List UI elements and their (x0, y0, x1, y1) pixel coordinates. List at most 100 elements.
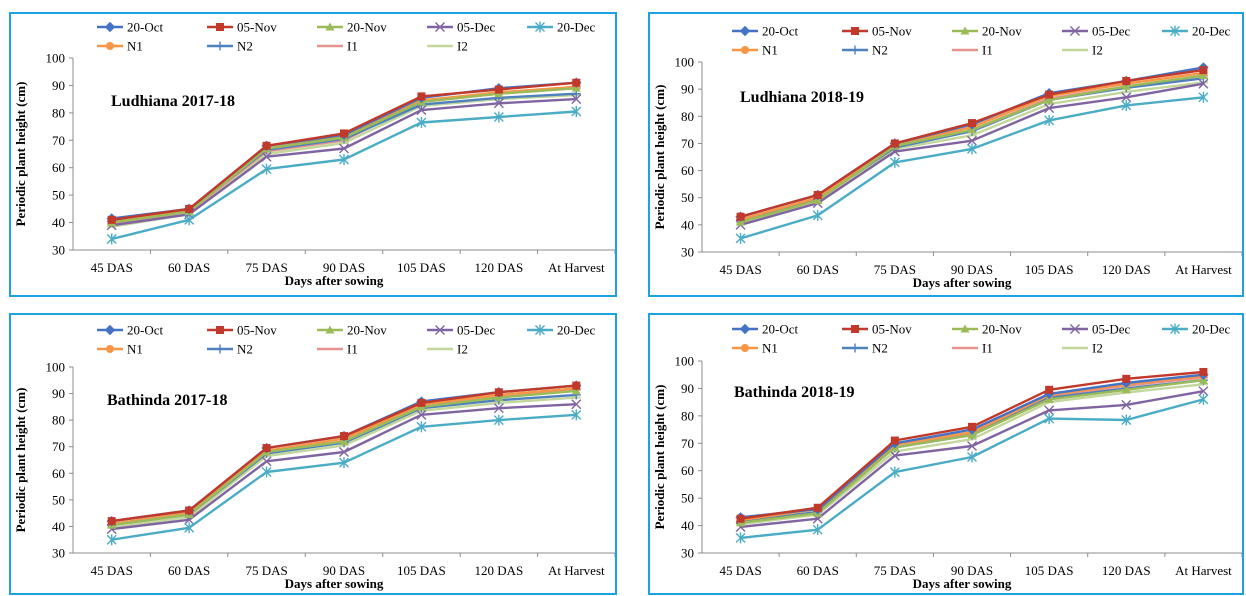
chart-3-x-tick-label-45-das: 45 DAS (719, 563, 761, 578)
chart-1-legend-label-i2: I2 (1092, 43, 1103, 58)
chart-3-legend-label-20-nov: 20-Nov (982, 322, 1022, 337)
chart-3-series-line-n2 (740, 379, 1204, 523)
chart-0-legend-marker-20-dec (535, 21, 545, 33)
chart-2-x-tick-label-45-das: 45 DAS (91, 563, 133, 578)
chart-2-y-tick-label-90: 90 (52, 386, 65, 401)
chart-2-y-tick-label-50: 50 (52, 492, 65, 507)
chart-0-point-20-dec-7 (571, 105, 582, 117)
chart-3-point-20-dec-3 (889, 466, 900, 478)
chart-0-point-05-nov-5 (417, 92, 426, 101)
chart-1-point-05-nov-6 (1122, 77, 1131, 85)
chart-3-point-05-dec-4 (967, 441, 977, 452)
chart-1-point-20-dec-6 (1121, 99, 1132, 111)
chart-3-y-tick-label-80: 80 (681, 408, 694, 423)
chart-1-point-05-dec-4 (967, 135, 977, 146)
chart-1-point-05-nov-1 (736, 212, 745, 221)
chart-1-legend-label-20-nov: 20-Nov (982, 24, 1022, 39)
chart-0-legend-label-20-oct: 20-Oct (127, 20, 163, 35)
chart-2-y-tick-label-30: 30 (52, 546, 65, 561)
chart-0-series-20-dec (106, 105, 582, 245)
chart-3-legend-item-n2: N2 (842, 341, 888, 356)
chart-3-legend-label-05-nov: 05-Nov (872, 322, 912, 337)
chart-2-point-05-dec-6 (493, 403, 504, 414)
chart-0-legend-marker-n1 (106, 42, 114, 50)
chart-3-point-05-nov-2 (813, 503, 822, 512)
chart-2-legend-marker-05-nov (216, 326, 224, 334)
chart-0-x-tick-label-105-das: 105 DAS (397, 260, 446, 275)
chart-0-legend: 20-Oct 05-Nov 20-Nov 05-Dec 20-Dec N1 N2 I1 I2 (97, 20, 595, 54)
chart-3-legend-item-20-oct: 20-Oct (732, 322, 798, 337)
chart-2-title: Bathinda 2017-18 (107, 392, 227, 409)
chart-1-legend-item-05-nov: 05-Nov (842, 24, 912, 39)
chart-3-series-05-dec (735, 386, 1209, 532)
chart-2-legend-label-i2: I2 (457, 342, 468, 357)
chart-3-legend-marker-20-nov (960, 324, 970, 333)
chart-1-legend-item-i1: I1 (952, 43, 993, 58)
chart-2-legend-label-i1: I1 (347, 342, 358, 357)
chart-1-point-20-dec-1 (735, 232, 746, 244)
chart-2-x-tick-label-60-das: 60 DAS (168, 563, 210, 578)
chart-1-legend-label-20-oct: 20-Oct (762, 24, 798, 39)
chart-2-legend-item-i2: I2 (427, 342, 468, 357)
chart-2-x-tick-label-75-das: 75 DAS (245, 563, 287, 578)
chart-0-title: Ludhiana 2017-18 (111, 93, 235, 110)
chart-2-legend-marker-n2 (215, 344, 225, 354)
chart-2-point-05-nov-5 (417, 398, 426, 407)
chart-2-point-20-dec-6 (493, 414, 504, 426)
chart-3-x-tick-label-60-das: 60 DAS (797, 563, 839, 578)
chart-3-legend-label-20-oct: 20-Oct (762, 322, 798, 337)
chart-1-legend-item-i2: I2 (1062, 43, 1103, 58)
chart-3-point-20-dec-7 (1198, 393, 1209, 405)
chart-3-legend-item-i1: I1 (952, 341, 993, 356)
chart-2-point-20-dec-5 (416, 421, 427, 433)
chart-0-point-20-dec-3 (261, 163, 272, 175)
chart-1-legend-label-n1: N1 (762, 43, 778, 58)
chart-3-legend-marker-05-dec (1070, 324, 1080, 334)
chart-1-point-05-nov-4 (968, 119, 976, 128)
chart-1-point-20-nov-7 (1198, 71, 1208, 80)
chart-2-legend-marker-05-dec (435, 325, 445, 335)
chart-panel-bathinda-2017-18: 20-Oct 05-Nov 20-Nov 05-Dec 20-Dec N1 N2 I1 I2 30… (9, 313, 617, 595)
chart-3-legend-label-n1: N1 (762, 341, 778, 356)
chart-0-x-tick-label-75-das: 75 DAS (245, 260, 287, 275)
chart-0-legend-marker-05-dec (435, 22, 445, 32)
chart-0-point-05-nov-1 (107, 215, 116, 224)
chart-3-point-20-dec-1 (735, 532, 746, 544)
chart-0-point-05-nov-2 (185, 204, 194, 213)
chart-0-y-axis-title: Periodic plant height (cm) (13, 82, 28, 227)
chart-1-x-tick-label-60-das: 60 DAS (797, 262, 839, 277)
chart-2-legend-label-n1: N1 (127, 342, 143, 357)
chart-2-point-05-nov-2 (185, 506, 194, 515)
chart-1-x-tick-label-120-das: 120 DAS (1102, 262, 1151, 277)
chart-2-point-05-nov-6 (494, 388, 503, 397)
chart-2-point-05-nov-1 (107, 517, 116, 526)
chart-1-legend-marker-05-nov (851, 27, 859, 35)
chart-1-y-tick-label-70: 70 (681, 136, 694, 151)
chart-0-x-tick-label-45-das: 45 DAS (91, 260, 133, 275)
chart-2-legend-marker-n1 (106, 345, 114, 353)
chart-0-legend-label-i1: I1 (347, 39, 358, 54)
chart-3-point-05-nov-4 (968, 422, 976, 431)
chart-0-legend-label-n2: N2 (237, 39, 253, 54)
chart-2-series-20-dec (106, 409, 582, 546)
chart-1-legend-label-05-nov: 05-Nov (872, 24, 912, 39)
chart-1-legend-marker-05-dec (1070, 26, 1080, 36)
chart-3-x-tick-label-120-das: 120 DAS (1102, 563, 1151, 578)
chart-1-legend-marker-n2 (850, 45, 860, 55)
chart-0-legend-item-n2: N2 (207, 39, 253, 54)
chart-0-point-05-dec-5 (416, 105, 427, 116)
chart-3-legend-label-i1: I1 (982, 341, 993, 356)
chart-ludhiana-2017-18: 20-Oct 05-Nov 20-Nov 05-Dec 20-Dec N1 N2 I1 I2 30… (13, 20, 615, 288)
chart-0-legend-marker-20-nov (325, 22, 335, 31)
chart-1-x-tick-label-45-das: 45 DAS (719, 262, 761, 277)
chart-2-legend-label-n2: N2 (237, 342, 253, 357)
chart-3-x-tick-label-105-das: 105 DAS (1025, 563, 1074, 578)
chart-2-legend-label-05-nov: 05-Nov (237, 323, 277, 338)
chart-3-legend-item-n1: N1 (732, 341, 778, 356)
chart-0-x-tick-label-60-das: 60 DAS (168, 260, 210, 275)
chart-0-point-05-nov-7 (572, 78, 581, 87)
chart-2-point-20-dec-4 (339, 457, 349, 469)
chart-bathinda-2018-19: 20-Oct 05-Nov 20-Nov 05-Dec 20-Dec N1 N2 I1 I2 30… (652, 322, 1242, 591)
chart-0-point-20-dec-1 (106, 233, 117, 245)
chart-3-y-tick-label-100: 100 (675, 354, 695, 369)
